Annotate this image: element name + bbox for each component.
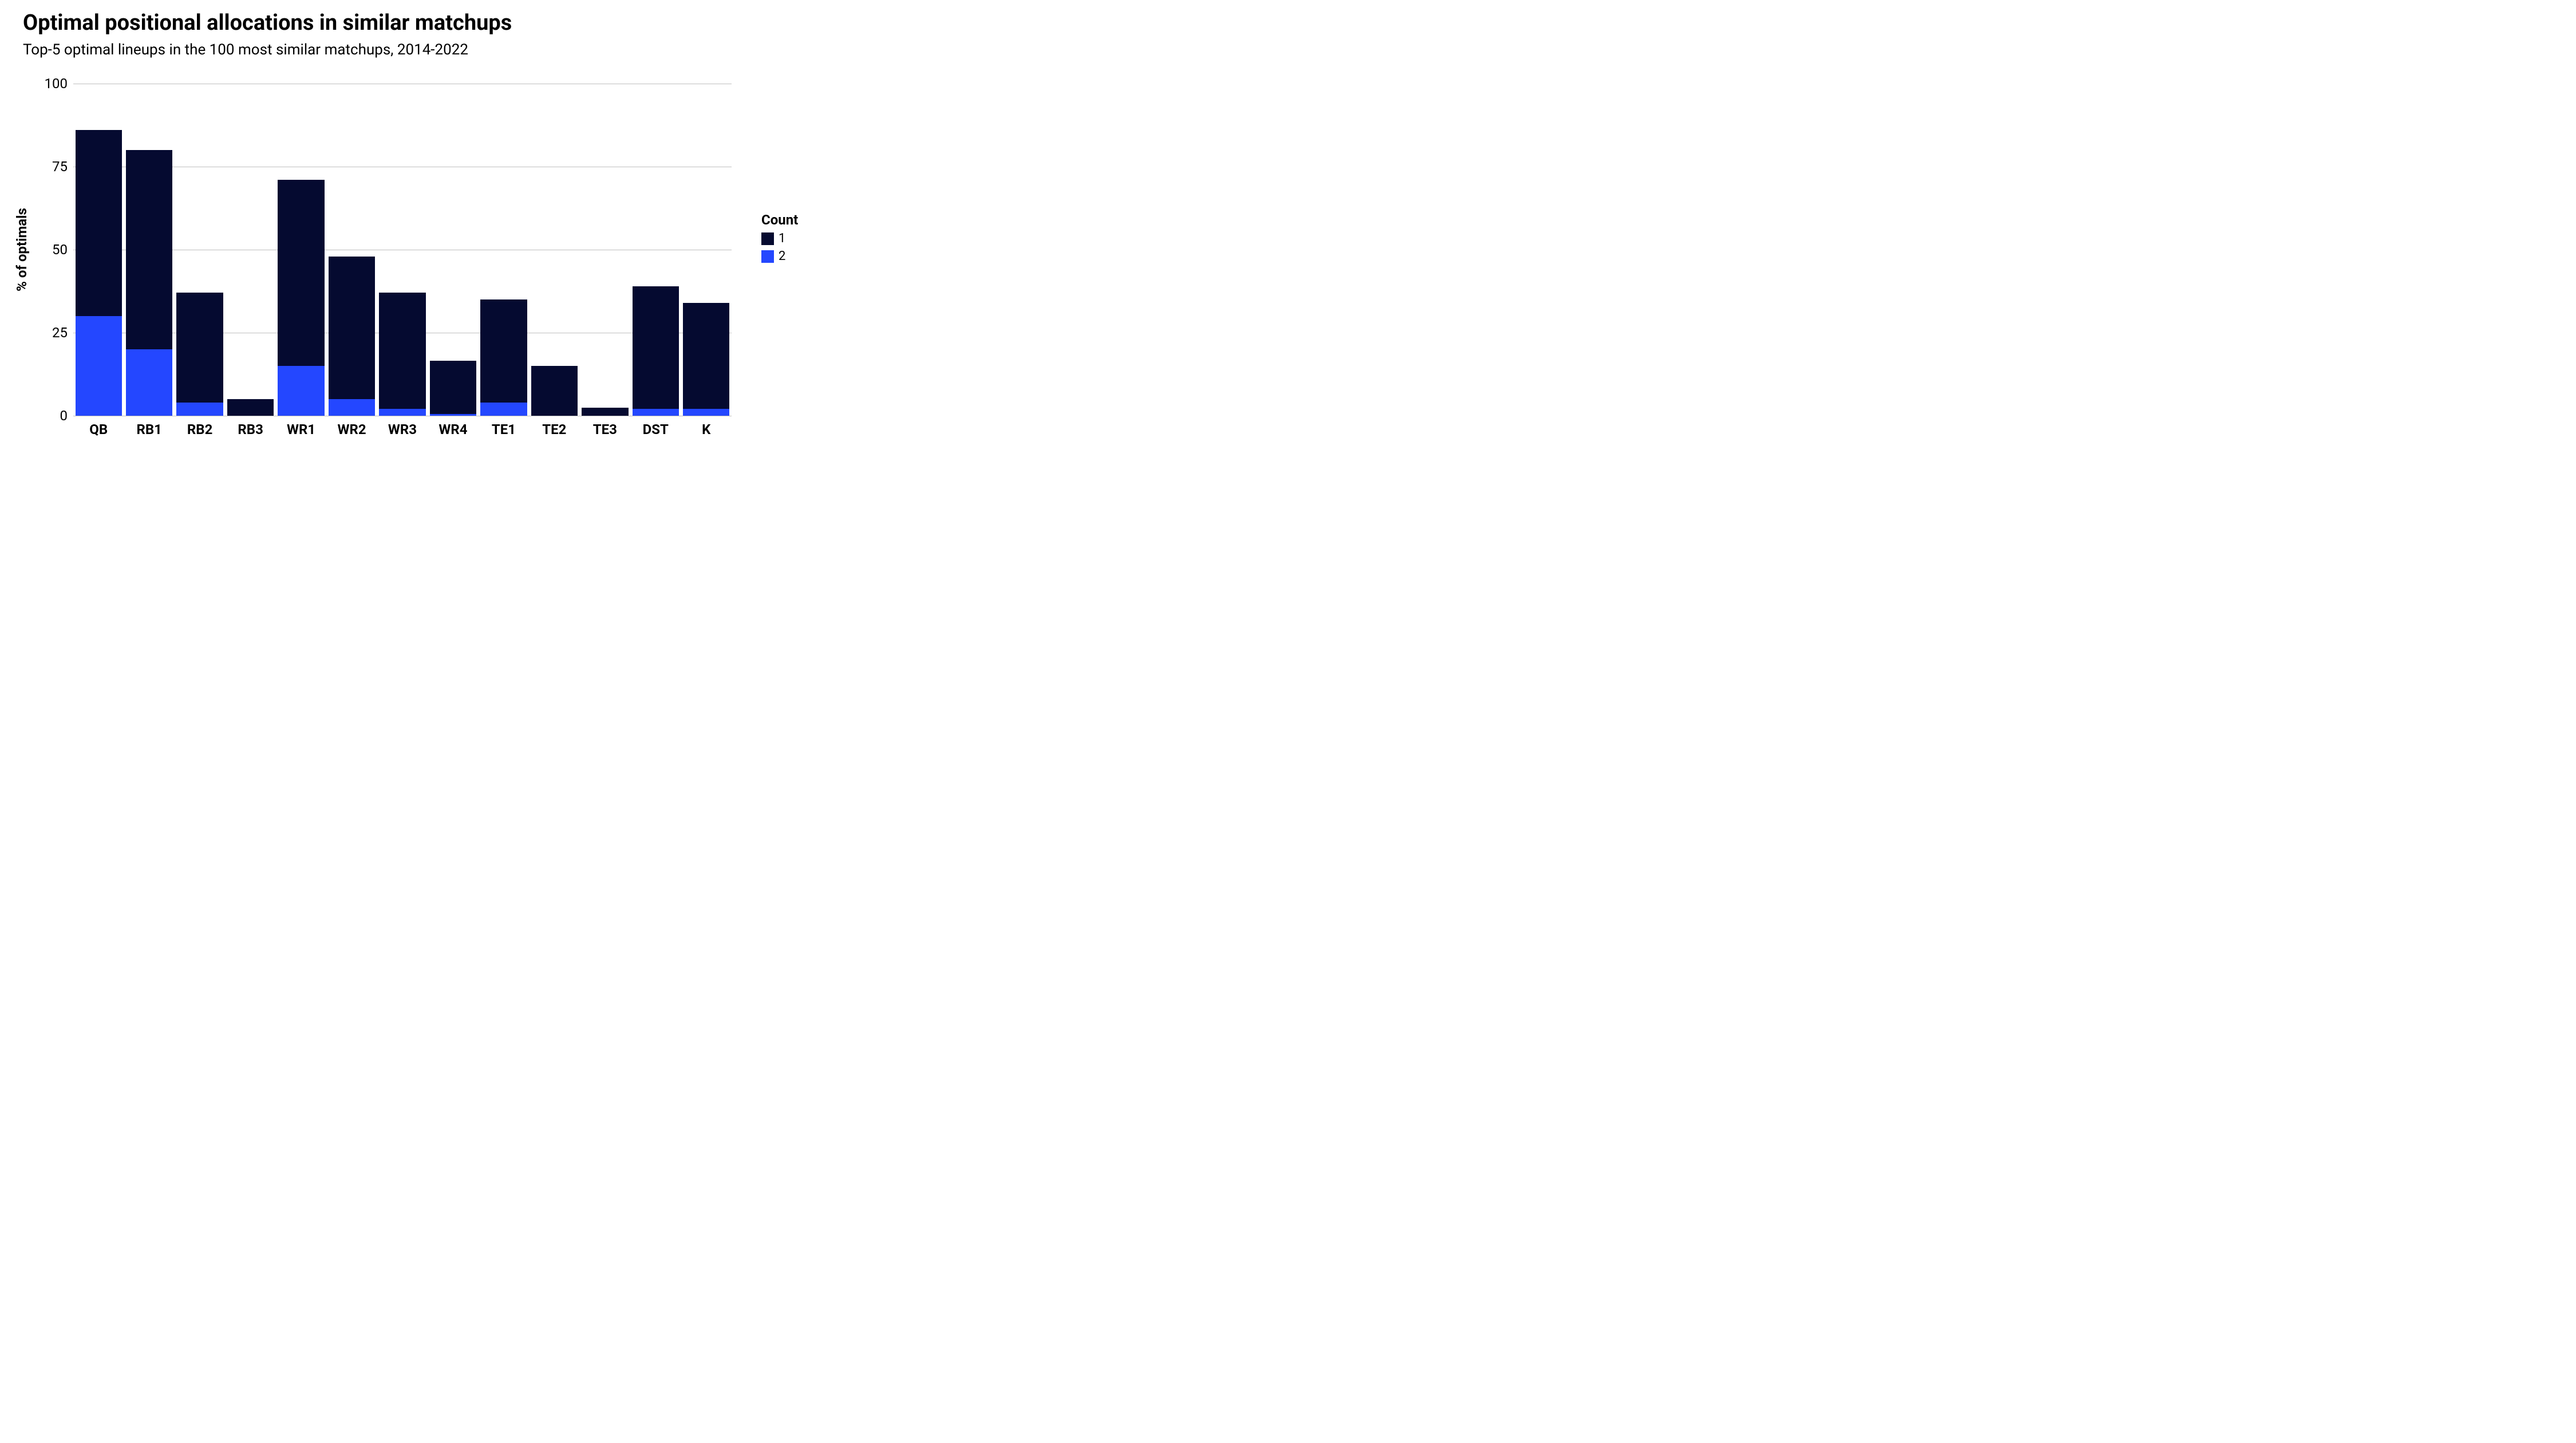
bar-segment: [531, 366, 578, 416]
bar-segment: [582, 408, 628, 416]
bar-segment: [76, 316, 122, 416]
x-tick-label: DST: [643, 421, 669, 437]
bar-segment: [633, 286, 679, 409]
bar-segment: [633, 409, 679, 416]
legend-label: 2: [779, 249, 785, 263]
x-tick-label: TE3: [593, 421, 617, 437]
x-tick-label: WR3: [388, 421, 417, 437]
x-tick-label: K: [702, 421, 710, 437]
bar-segment: [126, 150, 172, 349]
bar-segment: [278, 366, 324, 416]
y-axis-label: % of optimals: [14, 208, 30, 291]
bar-segment: [480, 403, 527, 416]
legend: Count 1 2: [761, 212, 798, 263]
bar-segment: [278, 180, 324, 366]
legend-item: 1: [761, 231, 798, 246]
bar-segment: [126, 349, 172, 416]
x-tick-label: TE2: [542, 421, 566, 437]
y-tick-label: 25: [52, 325, 68, 341]
legend-label: 1: [779, 231, 785, 246]
bar-segment: [329, 399, 375, 416]
x-tick-label: RB1: [136, 421, 161, 437]
legend-item: 2: [761, 249, 798, 263]
bar-segment: [683, 303, 729, 409]
y-tick-label: 75: [52, 159, 68, 175]
x-tick-label: TE1: [492, 421, 516, 437]
legend-swatch: [761, 250, 774, 263]
bar-segment: [176, 293, 223, 402]
bar-segment: [379, 409, 425, 416]
y-tick-label: 50: [52, 242, 68, 258]
legend-title: Count: [761, 212, 798, 228]
y-tick-label: 0: [60, 408, 68, 424]
chart-subtitle: Top-5 optimal lineups in the 100 most si…: [23, 41, 468, 58]
legend-swatch: [761, 232, 774, 245]
x-tick-label: WR4: [438, 421, 467, 437]
bar-segment: [227, 399, 274, 416]
bar-segment: [480, 299, 527, 403]
plot-area: 0255075100QBRB1RB2RB3WR1WR2WR3WR4TE1TE2T…: [73, 84, 732, 416]
bar-segment: [430, 361, 476, 414]
bar-segment: [76, 130, 122, 316]
chart-figure: Optimal positional allocations in simila…: [0, 0, 859, 481]
x-tick-label: WR1: [287, 421, 315, 437]
x-tick-label: RB3: [238, 421, 263, 437]
x-tick-label: WR2: [337, 421, 366, 437]
bar-segment: [683, 409, 729, 416]
x-tick-label: RB2: [187, 421, 212, 437]
bar-segment: [176, 403, 223, 416]
bar-segment: [329, 257, 375, 399]
bar-segment: [379, 293, 425, 409]
bar-segment: [430, 414, 476, 416]
x-tick-label: QB: [89, 421, 108, 437]
chart-title: Optimal positional allocations in simila…: [23, 10, 512, 36]
y-tick-label: 100: [45, 76, 68, 92]
